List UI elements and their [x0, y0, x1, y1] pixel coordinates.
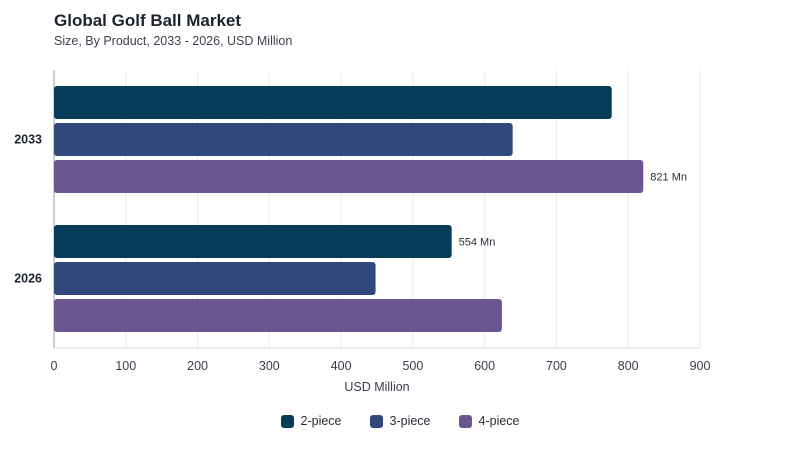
chart-subtitle: Size, By Product, 2033 - 2026, USD Milli…	[54, 34, 293, 48]
x-tick-label: 800	[618, 359, 639, 373]
y-category-label: 2033	[14, 133, 42, 147]
y-category-label: 2026	[14, 272, 42, 286]
x-tick-label: 900	[690, 359, 711, 373]
x-tick-label: 700	[546, 359, 567, 373]
bar-4-piece-2026	[54, 299, 502, 332]
bar-3-piece-2026	[54, 262, 376, 295]
legend-swatch	[369, 414, 383, 428]
legend-item: 3-piece	[369, 414, 431, 428]
legend-swatch	[280, 414, 294, 428]
legend-label: 2-piece	[300, 414, 342, 428]
chart-title: Global Golf Ball Market	[54, 11, 242, 30]
bar-3-piece-2033	[54, 123, 513, 156]
x-tick-label: 400	[331, 359, 352, 373]
bar-4-piece-2033	[54, 160, 644, 193]
x-tick-label: 200	[187, 359, 208, 373]
x-tick-label: 600	[474, 359, 495, 373]
bar-2-piece-2033	[54, 86, 612, 119]
legend-item: 4-piece	[458, 414, 520, 428]
legend-swatch	[458, 414, 472, 428]
x-axis-title: USD Million	[344, 380, 409, 394]
x-tick-label: 500	[402, 359, 423, 373]
x-tick-label: 0	[51, 359, 58, 373]
data-label: 821 Mn	[650, 172, 687, 184]
legend-label: 3-piece	[389, 414, 431, 428]
chart-legend: 2-piece 3-piece 4-piece	[0, 414, 800, 428]
legend-label: 4-piece	[478, 414, 520, 428]
data-label: 554 Mn	[459, 237, 496, 249]
legend-item: 2-piece	[280, 414, 342, 428]
x-tick-label: 300	[259, 359, 280, 373]
bar-2-piece-2026	[54, 225, 452, 258]
x-tick-label: 100	[115, 359, 136, 373]
